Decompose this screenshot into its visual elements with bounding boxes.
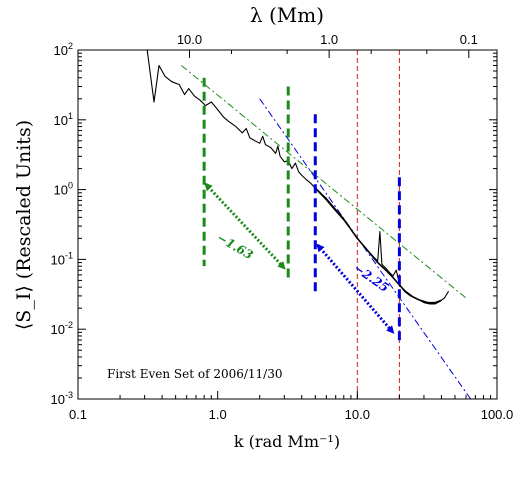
fit-line-1 [259,98,472,399]
fit-line-0 [181,65,467,299]
range-markers [202,77,401,345]
slope-arrow-1 [316,243,395,334]
reference-lines [356,50,400,399]
x-axis-title: k (rad Mm⁻¹) [234,432,340,451]
top-tick-label: 10.0 [177,32,202,47]
y-tick-label: 10-2 [51,320,73,337]
dataset-annotation: First Even Set of 2006/11/30 [107,367,282,381]
axis-ticks: 0.1 1.0 10.0 100.0 10-3 10-2 10-1 100 101 102 10.0… [51,32,514,422]
y-tick-label: 10-1 [51,250,73,267]
top-tick-label: 1.0 [320,32,338,47]
x-tick-label: 100.0 [481,407,514,422]
fit-lines [181,65,472,399]
y-axis-title: ⟨S_I⟩ (Rescaled Units) [13,120,35,330]
top-axis-title: λ (Mm) [250,3,324,27]
spectrum-series [146,50,450,305]
x-tick-label: 0.1 [69,407,87,422]
y-tick-label: 101 [54,111,73,128]
x-tick-label: 10.0 [345,407,370,422]
slope-arrow-0 [204,182,286,270]
y-tick-label: 100 [54,181,73,198]
fit-label-green: −1.63 [215,230,256,262]
slope-arrows [204,182,395,334]
top-tick-label: 0.1 [460,32,478,47]
y-tick-label: 10-3 [51,390,73,407]
y-tick-label: 102 [54,41,73,58]
x-tick-label: 1.0 [209,407,227,422]
series-line-0 [146,50,450,305]
